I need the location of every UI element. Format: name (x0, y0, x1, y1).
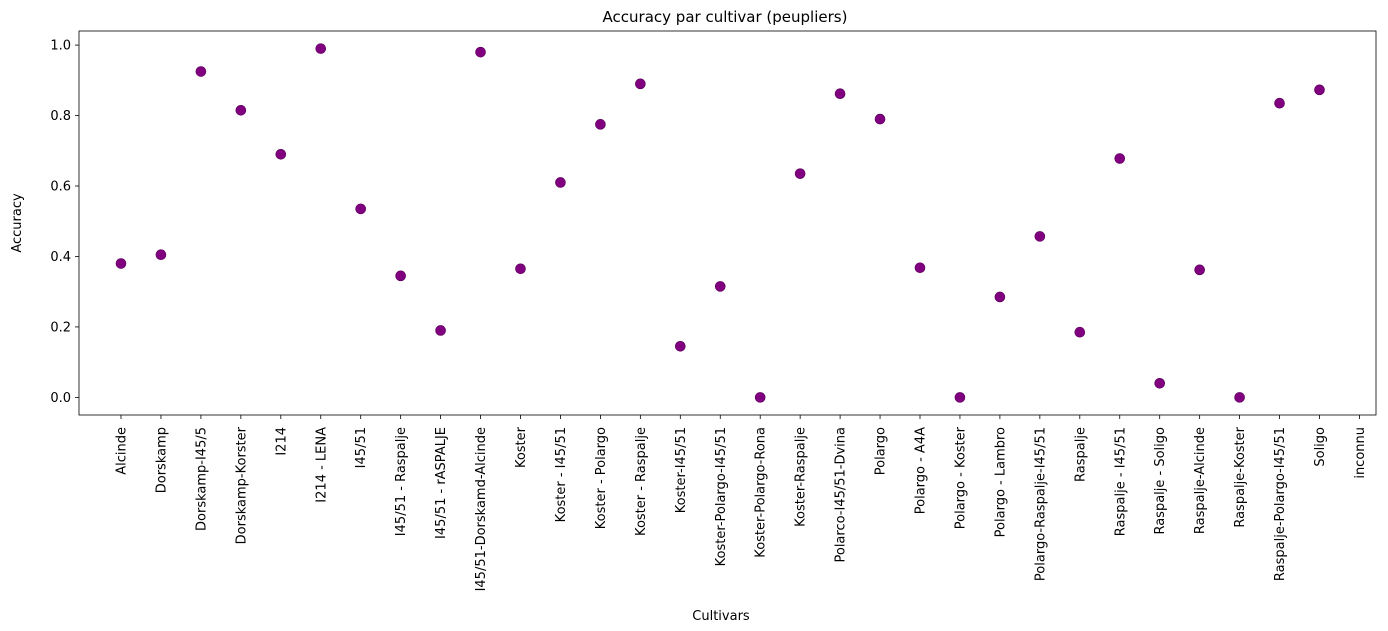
y-axis-label: Accuracy (10, 193, 25, 253)
x-tick-label: Raspalje - I45/51 (1113, 427, 1128, 536)
x-tick-label: Koster-I45/51 (674, 427, 689, 513)
data-point (315, 43, 327, 54)
x-tick-label: Raspalje - Soligo (1153, 427, 1168, 535)
y-tick-label: 0.8 (50, 109, 71, 124)
data-point (1234, 392, 1245, 403)
data-point (435, 325, 446, 336)
y-tick-label: 0.0 (50, 391, 71, 406)
x-tick-label: Polargo - A4A (914, 427, 929, 514)
x-tick-label: inconnu (1353, 427, 1368, 479)
data-point (1074, 326, 1086, 338)
x-tick-label: Koster-Polargo-I45/51 (714, 427, 729, 566)
data-point (155, 249, 167, 261)
x-tick-label: Polargo - Lambro (993, 427, 1008, 537)
data-point (595, 119, 606, 130)
data-point (1274, 97, 1285, 109)
data-point (275, 149, 287, 160)
x-tick-label: Koster - I45/51 (554, 427, 569, 522)
y-tick-label: 1.0 (50, 39, 71, 54)
data-point (714, 281, 726, 292)
data-point (914, 262, 926, 274)
x-tick-label: I45/51 - rASPALJE (434, 427, 449, 539)
x-tick-label: Raspalje-Alcinde (1193, 427, 1208, 534)
chart-title: Accuracy par cultivar (peupliers) (603, 8, 848, 26)
data-point (235, 104, 247, 116)
x-tick-label: I45/51 (354, 427, 369, 468)
x-tick-label: Dorskamp-Korster (234, 426, 249, 544)
x-tick-label: I214 (274, 427, 289, 456)
x-tick-label: Koster-Polargo-Rona (754, 427, 769, 558)
y-tick-label: 0.6 (50, 180, 71, 195)
x-tick-label: Koster-Raspalje (794, 427, 809, 527)
data-point (954, 392, 966, 403)
x-tick-label: Soligo (1313, 427, 1328, 467)
plot-area: 0.0 0.2 0.4 0.6 0.8 1.0 Alcinde Dorskamp Dorskam… (50, 30, 1377, 591)
x-tick-label: I45/51-Dorskamd-Alcinde (474, 427, 489, 591)
data-point (1194, 264, 1205, 276)
data-point (195, 66, 207, 77)
x-tick-label: Raspalje-Koster (1233, 426, 1248, 527)
data-point (834, 88, 846, 100)
data-point (874, 113, 886, 125)
x-tick-label: Koster - Polargo (594, 427, 609, 529)
data-point (1034, 231, 1046, 242)
x-tick-label: Polargo-Raspalje-I45/51 (1033, 427, 1048, 581)
x-tick-label: Koster - Raspalje (634, 427, 649, 536)
data-point (794, 168, 806, 179)
x-axis-label: Cultivars (692, 609, 750, 624)
data-point (355, 203, 367, 215)
data-point (994, 291, 1006, 303)
data-point (515, 263, 526, 275)
plot-frame (78, 30, 1377, 416)
x-tick-label: Koster (514, 426, 529, 468)
data-point (555, 177, 566, 188)
x-tick-label: Dorskamp-I45/5 (194, 427, 209, 531)
data-point (1314, 84, 1325, 96)
x-tick-label: I45/51 - Raspalje (394, 427, 409, 536)
data-point (115, 258, 127, 269)
x-tick-label: Raspalje (1073, 427, 1088, 482)
x-tick-label: Polarco-I45/51-Dvina (834, 427, 849, 563)
x-tick-label: Dorskamp (154, 427, 169, 493)
y-tick-label: 0.2 (50, 320, 71, 335)
x-tick-label: Alcinde (115, 427, 130, 475)
data-point (635, 78, 646, 90)
data-point (395, 270, 406, 282)
data-point (1114, 153, 1126, 164)
y-tick-label: 0.4 (50, 250, 71, 265)
data-point (674, 341, 686, 352)
x-tick-label: Raspalje-Polargo-I45/51 (1273, 427, 1288, 581)
x-tick-label: Polargo (874, 427, 889, 475)
data-point (475, 46, 486, 58)
data-point (754, 392, 766, 403)
data-point (1154, 377, 1165, 389)
x-tick-label: Polargo - Koster (953, 426, 968, 529)
x-tick-label: I214 - LENA (314, 427, 329, 503)
